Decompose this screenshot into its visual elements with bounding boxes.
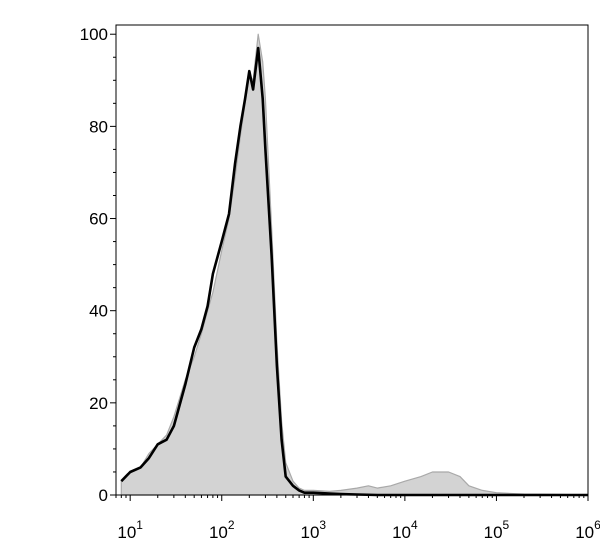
- y-tick-label: 60: [89, 210, 108, 229]
- histogram-line-series-1: [120, 46, 588, 497]
- x-tick-label: 105: [484, 518, 510, 542]
- x-tick-label: 102: [209, 518, 235, 542]
- y-tick-label: 20: [89, 394, 108, 413]
- x-tick-label: 104: [392, 518, 418, 542]
- series-layer: [120, 33, 589, 497]
- y-tick-label: 80: [89, 117, 108, 136]
- y-tick-label: 40: [89, 302, 108, 321]
- histogram-filled-series-0: [120, 33, 589, 496]
- x-axis: 101 102 103 104 105 106: [115, 495, 600, 542]
- x-tick-label: 101: [117, 518, 143, 542]
- plot-frame: [115, 24, 589, 496]
- y-tick-label: 100: [80, 25, 108, 44]
- x-tick-label: 106: [575, 518, 600, 542]
- x-tick-label: 103: [301, 518, 327, 542]
- y-axis: 0 20 40 60 80 100: [80, 25, 116, 505]
- y-tick-label: 0: [99, 486, 108, 505]
